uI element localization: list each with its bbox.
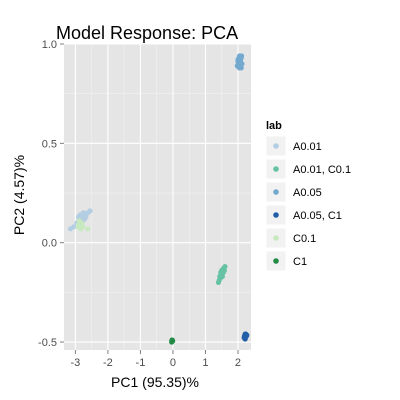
y-tick-label: 0.0 (42, 238, 57, 250)
data-point (244, 332, 250, 338)
x-tick-label: -3 (70, 357, 80, 369)
legend-swatch (273, 258, 279, 264)
y-tick-label: -0.5 (38, 337, 57, 349)
data-point (238, 65, 244, 71)
data-point (79, 221, 85, 227)
data-point (218, 269, 224, 276)
data-point (75, 224, 81, 230)
x-tick-label: -2 (103, 357, 113, 369)
x-tick-label: -1 (136, 357, 146, 369)
chart-title: Model Response: PCA (56, 23, 238, 43)
data-point (169, 338, 175, 344)
legend-title: lab (266, 120, 282, 132)
y-axis-title: PC2 (4.57)% (11, 155, 27, 235)
data-point (238, 53, 245, 59)
data-point (222, 263, 228, 270)
data-point (217, 273, 223, 280)
legend-label: A0.05, C1 (293, 210, 342, 222)
legend-label: A0.01, C0.1 (293, 164, 351, 176)
legend-label: C1 (293, 256, 307, 268)
points-layer (67, 53, 250, 345)
x-tick-label: 0 (170, 357, 176, 369)
legend-label: A0.01 (293, 141, 322, 153)
legend-swatch (273, 166, 279, 172)
data-point (83, 214, 89, 220)
legend-swatch (273, 235, 279, 241)
x-axis-title: PC1 (95.35)% (111, 374, 199, 390)
legend-label: C0.1 (293, 233, 316, 245)
data-point (85, 226, 91, 232)
x-tick-label: 1 (202, 357, 208, 369)
data-point (67, 226, 74, 232)
legend-swatch (273, 143, 279, 149)
y-tick-label: 1.0 (42, 39, 57, 51)
plot-panel (64, 43, 251, 350)
legend-label: A0.05 (293, 187, 322, 199)
legend-swatch (273, 212, 279, 218)
data-point (215, 279, 222, 286)
axes-layer: -3 -2 -1 0 1 2 -0.5 0.0 0.5 1.0 (38, 39, 241, 369)
x-tick-label: 2 (235, 357, 241, 369)
panel-background (64, 44, 251, 350)
legend: lab A0.01 A0.01, C0.1 A0.05 A0.05, C1 C0.1 C1 (265, 120, 351, 272)
y-tick-label: 0.5 (42, 138, 57, 150)
legend-swatch (273, 189, 279, 195)
data-point (242, 336, 248, 342)
